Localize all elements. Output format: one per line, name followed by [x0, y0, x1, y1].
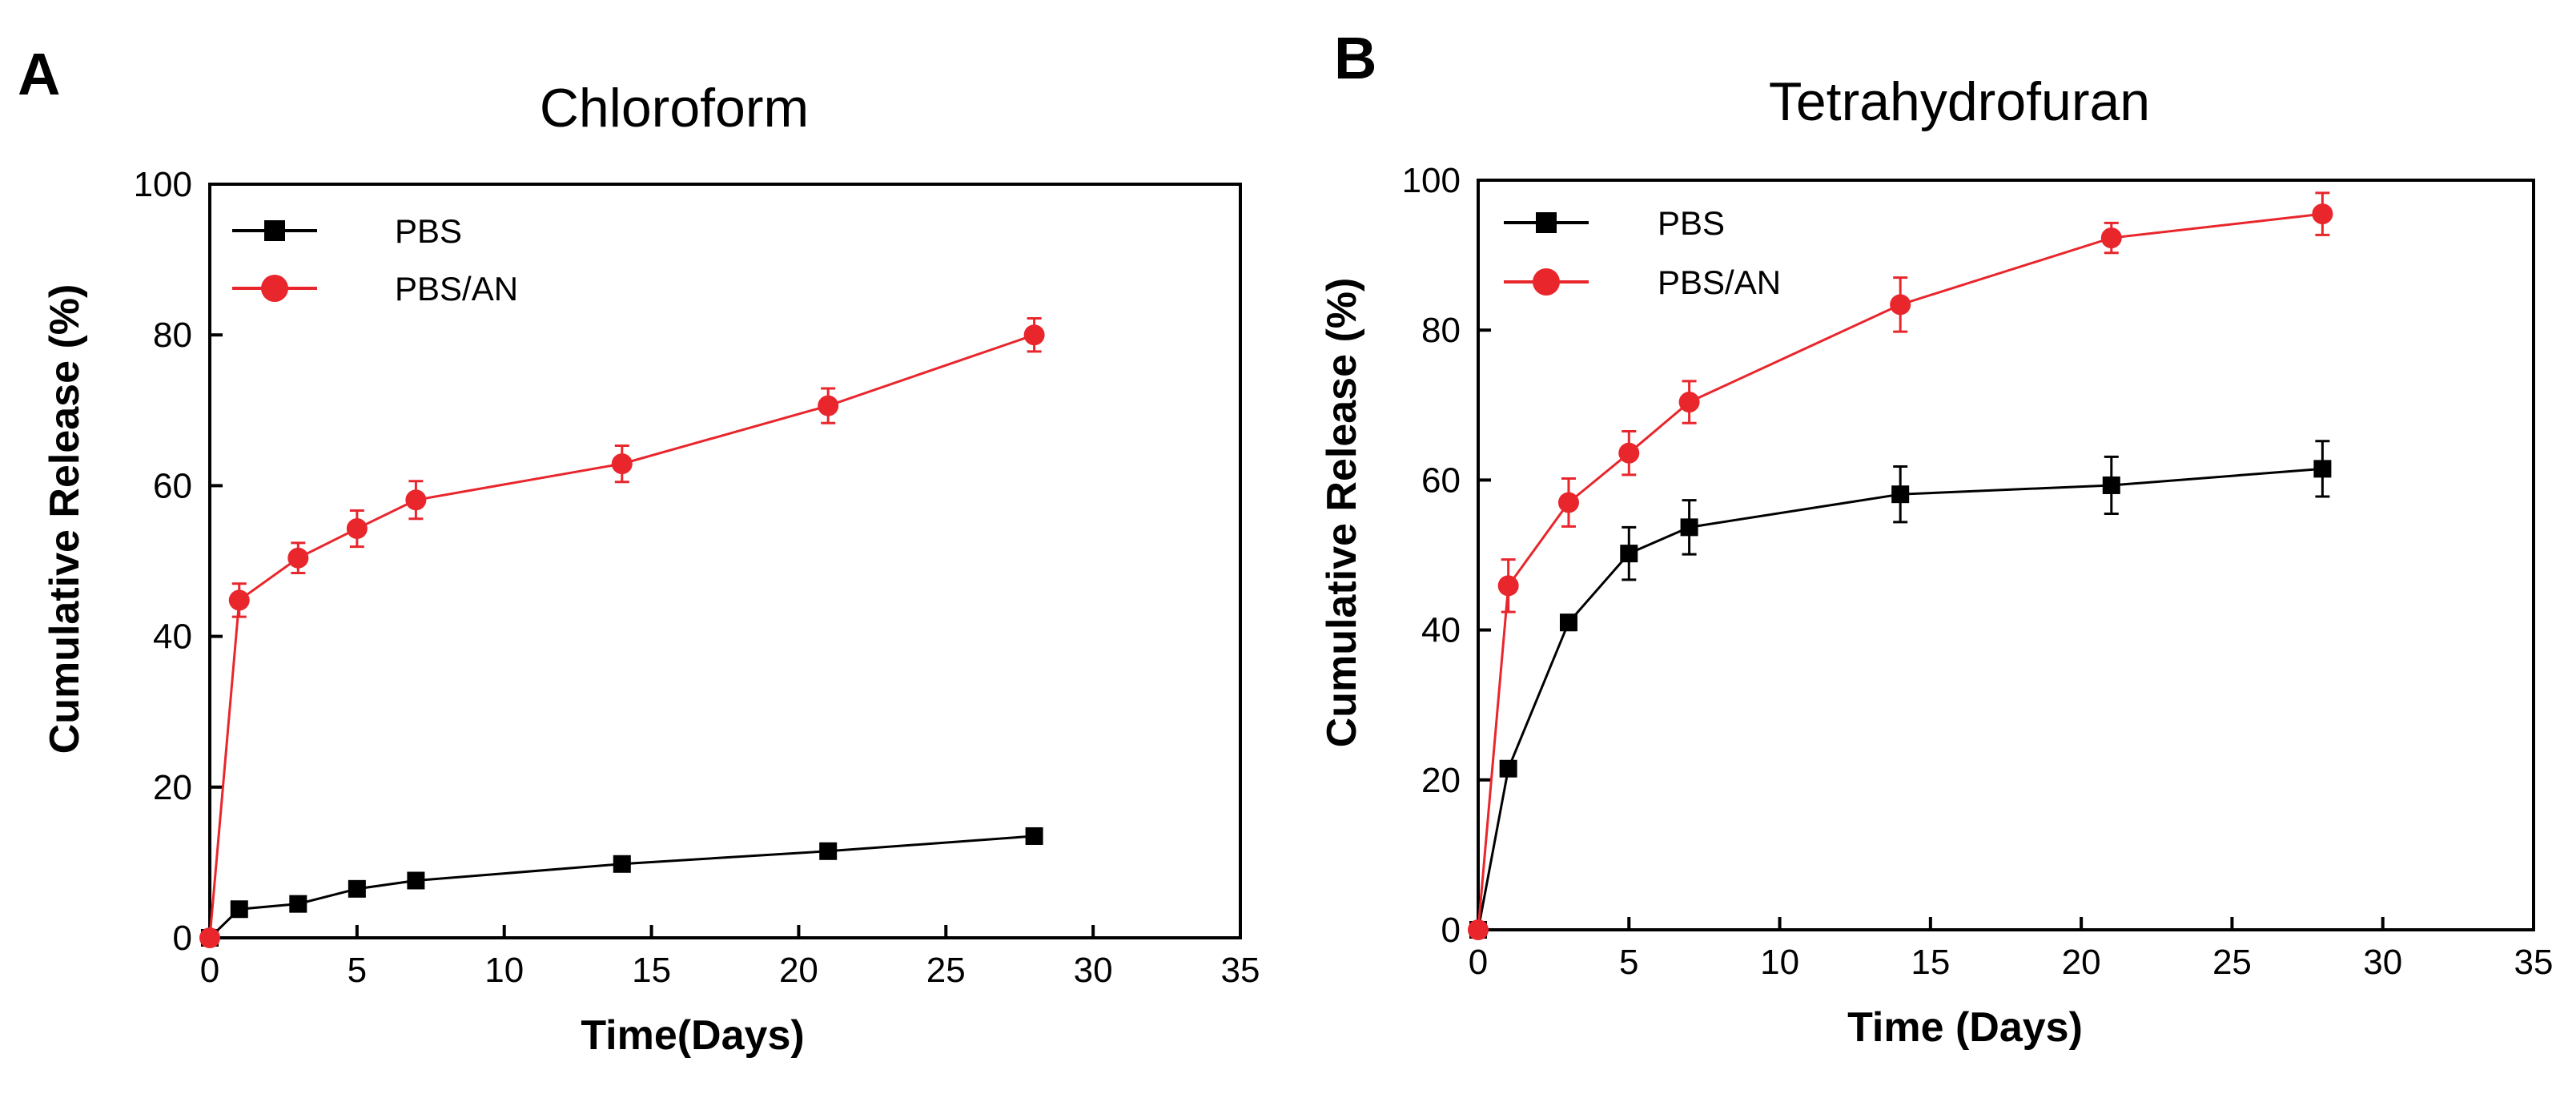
- panel-label-b: B: [1334, 25, 1376, 91]
- legend-marker-pbs-an: [1533, 268, 1560, 296]
- y-tick-label: 20: [1421, 761, 1461, 800]
- data-point-pbs-an: [199, 927, 220, 948]
- chart-panel-b: B Tetrahydrofuran Time (Days) Cumulative…: [1319, 25, 2553, 1051]
- series-line-pbs-an: [208, 333, 1035, 939]
- data-point-pbs: [1025, 827, 1043, 845]
- x-tick-label: 5: [348, 951, 367, 990]
- x-tick-label: 15: [632, 951, 671, 990]
- legend: PBS PBS/AN: [232, 212, 518, 308]
- series-line-pbs: [208, 835, 1035, 939]
- y-tick-label: 40: [153, 617, 192, 657]
- data-point-pbs-an: [1890, 294, 1911, 316]
- legend-label-pbs: PBS: [1658, 204, 1725, 242]
- plot-frame: [208, 183, 1242, 939]
- x-tick-label: 30: [1074, 951, 1113, 990]
- y-tick-label: 0: [173, 919, 192, 958]
- y-tick-label: 100: [1402, 161, 1461, 200]
- y-tick-label: 20: [153, 768, 192, 807]
- x-tick-label: 20: [2062, 943, 2101, 982]
- chart-title-tetrahydrofuran: Tetrahydrofuran: [1769, 71, 2150, 132]
- y-tick-label: 40: [1421, 611, 1461, 650]
- y-tick-label: 100: [134, 165, 192, 204]
- data-point-pbs: [613, 855, 631, 873]
- legend-label-pbs-an: PBS/AN: [1658, 263, 1781, 301]
- x-axis-label: Time(Days): [581, 1012, 804, 1059]
- y-axis-label: Cumulative Release (%): [1319, 278, 1365, 748]
- x-tick-label: 0: [200, 951, 219, 990]
- x-tick-label: 10: [484, 951, 524, 990]
- data-point-pbs-an: [228, 589, 250, 611]
- data-point-pbs-an: [287, 547, 309, 569]
- x-tick-label: 35: [1221, 951, 1260, 990]
- x-tick-label: 30: [2363, 943, 2402, 982]
- data-point-pbs-an: [405, 489, 427, 511]
- data-point-pbs-an: [1557, 492, 1579, 513]
- x-tick-label: 5: [1619, 943, 1638, 982]
- plot-frame: [1477, 179, 2535, 931]
- data-point-pbs: [348, 879, 366, 898]
- data-point-pbs: [289, 895, 307, 913]
- data-point-pbs: [819, 842, 838, 860]
- x-axis-label: Time (Days): [1847, 1004, 2083, 1051]
- data-point-pbs-an: [2312, 203, 2333, 225]
- data-point-pbs-an: [346, 518, 368, 540]
- y-tick-label: 60: [1421, 461, 1461, 500]
- x-tick-label: 15: [1911, 943, 1950, 982]
- legend-marker-pbs: [1536, 212, 1557, 233]
- y-tick-label: 0: [1441, 911, 1461, 950]
- data-point-pbs-an: [1497, 575, 1519, 597]
- data-point-pbs: [2102, 476, 2120, 494]
- data-point-pbs-an: [611, 453, 633, 475]
- x-tick-label: 10: [1760, 943, 1799, 982]
- data-point-pbs-an: [1678, 392, 1700, 413]
- y-tick-label: 80: [1421, 311, 1461, 350]
- data-point-pbs-an: [1468, 919, 1489, 940]
- x-tick-label: 0: [1469, 943, 1488, 982]
- y-axis-label: Cumulative Release (%): [42, 284, 88, 754]
- series-line-pbs: [1477, 467, 2323, 931]
- data-point-pbs-an: [2100, 227, 2122, 249]
- legend-marker-pbs-an: [261, 275, 288, 302]
- legend-label-pbs-an: PBS/AN: [395, 270, 518, 308]
- data-point-pbs: [2313, 460, 2332, 478]
- data-point-pbs: [1891, 485, 1910, 504]
- legend: PBS PBS/AN: [1504, 204, 1781, 301]
- data-point-pbs: [1680, 518, 1698, 537]
- data-point-pbs-an: [1618, 442, 1640, 464]
- data-point-pbs-an: [1023, 324, 1045, 346]
- series-line-pbs-an: [1477, 212, 2323, 931]
- x-tick-label: 25: [926, 951, 966, 990]
- legend-marker-pbs: [264, 220, 285, 241]
- y-tick-label: 60: [153, 466, 192, 505]
- data-point-pbs: [1620, 545, 1638, 563]
- x-tick-label: 35: [2514, 943, 2554, 982]
- data-point-pbs: [407, 871, 425, 890]
- data-point-pbs: [1499, 759, 1517, 778]
- chart-title-chloroform: Chloroform: [540, 78, 809, 139]
- panel-label-a: A: [18, 41, 60, 107]
- legend-label-pbs: PBS: [395, 212, 462, 250]
- y-tick-label: 80: [153, 316, 192, 355]
- data-point-pbs: [230, 900, 248, 919]
- data-point-pbs: [1559, 613, 1577, 632]
- x-tick-label: 20: [779, 951, 818, 990]
- x-tick-label: 25: [2212, 943, 2252, 982]
- data-point-pbs-an: [818, 395, 839, 416]
- chart-panel-a: A Chloroform Time(Days) Cumulative Relea…: [18, 41, 1260, 1059]
